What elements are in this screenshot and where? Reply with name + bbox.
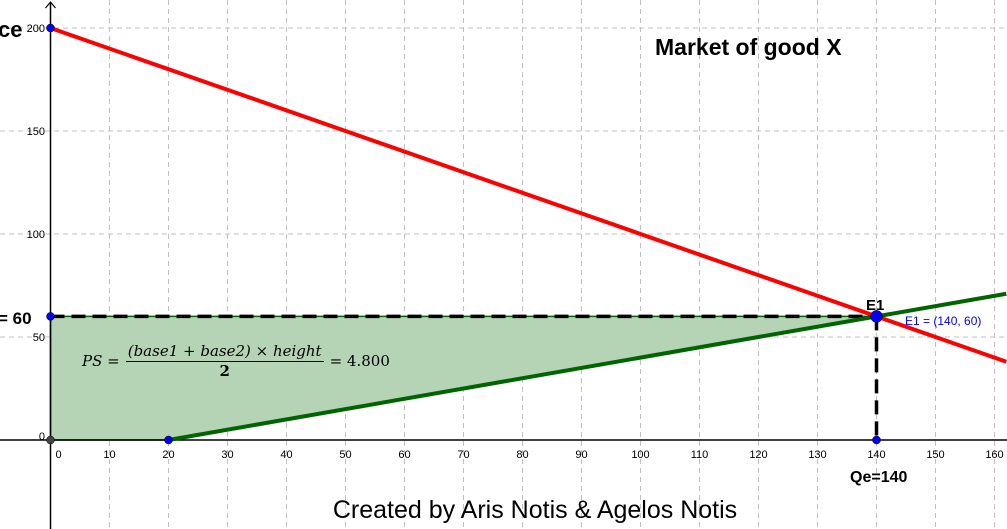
formula-fraction: (base1 + base2) × height 2 bbox=[125, 342, 324, 380]
formula-numerator: (base1 + base2) × height bbox=[125, 342, 324, 362]
x-tick-label: 110 bbox=[691, 449, 709, 461]
y-tick-label: 100 bbox=[27, 229, 45, 241]
producer-surplus-formula: PS = (base1 + base2) × height 2 = 4.800 bbox=[82, 342, 390, 380]
quantity-equilibrium-label: Qe=140 bbox=[850, 469, 907, 486]
x-tick-label: 130 bbox=[808, 449, 826, 461]
formula-lhs: PS = bbox=[82, 352, 120, 370]
price-equilibrium-label: = 60 bbox=[0, 309, 32, 328]
supply-curve bbox=[168, 291, 1007, 442]
lines bbox=[49, 26, 1007, 442]
x-tick-label: 160 bbox=[985, 449, 1003, 461]
x-tick-label: 50 bbox=[339, 449, 351, 461]
formula-denominator: 2 bbox=[219, 362, 230, 380]
x-tick-label: 100 bbox=[631, 449, 649, 461]
point bbox=[46, 435, 55, 445]
y-tick-label: 200 bbox=[27, 23, 45, 35]
equilibrium-point bbox=[870, 310, 883, 323]
equilibrium-name: E1 bbox=[866, 297, 884, 314]
x-tick-label: 40 bbox=[280, 449, 292, 461]
y-axis-label: ce bbox=[0, 17, 22, 42]
x-tick-label: 90 bbox=[575, 449, 587, 461]
y-tick-label: 50 bbox=[33, 332, 45, 344]
y-tick-label: 0 bbox=[39, 431, 45, 443]
point bbox=[46, 23, 55, 33]
x-tick-label: 140 bbox=[867, 449, 885, 461]
point bbox=[46, 312, 55, 321]
x-tick-label: 30 bbox=[221, 449, 233, 461]
x-tick-label: 120 bbox=[749, 449, 767, 461]
footer-credit: Created by Aris Notis & Agelos Notis bbox=[333, 496, 737, 524]
x-tick-label: 0 bbox=[55, 449, 61, 461]
demand-curve bbox=[49, 26, 1007, 364]
x-tick-label: 60 bbox=[398, 449, 410, 461]
point bbox=[872, 435, 881, 445]
tick-labels: 0 10 20 30 40 50 60 70 80 90 100 110 120 130 140 150 160… bbox=[27, 23, 1004, 461]
x-tick-label: 10 bbox=[103, 449, 115, 461]
y-tick-label: 150 bbox=[27, 126, 45, 138]
chart-title: Market of good X bbox=[655, 34, 842, 60]
formula-result: = 4.800 bbox=[329, 352, 390, 370]
points bbox=[46, 23, 883, 445]
x-tick-label: 150 bbox=[926, 449, 944, 461]
point bbox=[164, 435, 173, 445]
x-tick-label: 20 bbox=[162, 449, 174, 461]
x-tick-label: 80 bbox=[516, 449, 528, 461]
y-axis-arrow bbox=[45, 1, 56, 9]
x-tick-label: 70 bbox=[457, 449, 469, 461]
equilibrium-coordinates: E1 = (140, 60) bbox=[905, 314, 981, 328]
